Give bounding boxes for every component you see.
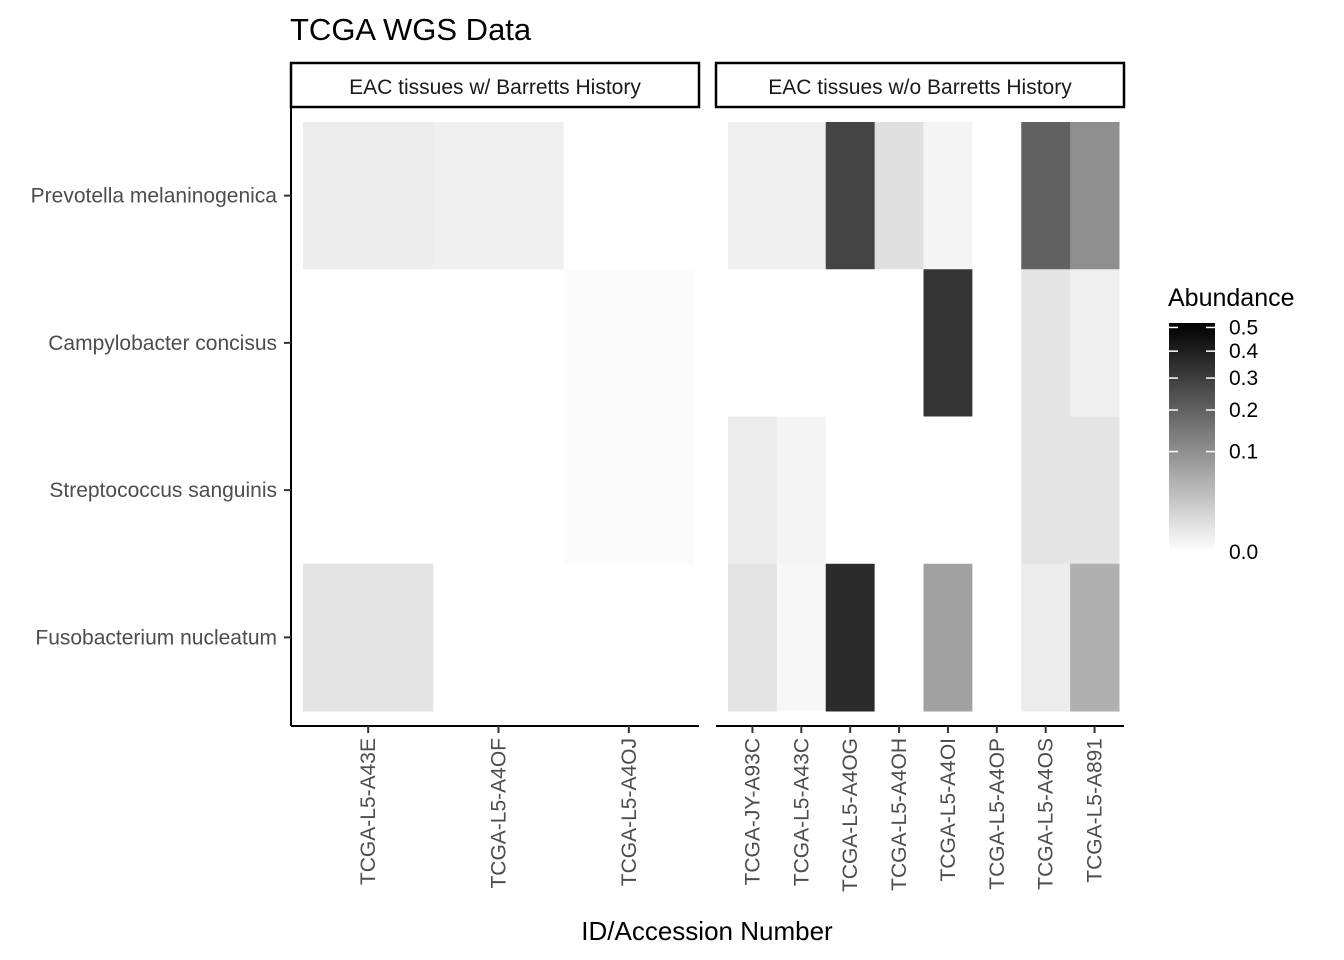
y-tick-label: Campylobacter concisus [48, 332, 277, 355]
x-tick-label: TCGA-L5-A4OH [888, 738, 911, 891]
facet-strip-label: EAC tissues w/ Barretts History [349, 76, 641, 99]
heatmap-cell [563, 269, 695, 417]
heatmap-cell [776, 122, 827, 270]
legend-colorbar [1169, 323, 1215, 552]
legend-tick-label: 0.1 [1229, 441, 1258, 464]
x-tick-label: TCGA-L5-A43E [357, 738, 380, 885]
heatmap-cell [923, 563, 973, 712]
heatmap-cell [433, 563, 565, 712]
x-tick-label: TCGA-L5-A4OJ [618, 738, 641, 886]
heatmap-cell [728, 416, 778, 565]
heatmap-cell [825, 269, 876, 417]
x-tick-label: TCGA-JY-A93C [741, 738, 764, 885]
heatmap-cell [728, 269, 778, 417]
heatmap-cell [972, 122, 1022, 270]
heatmap-cell [972, 269, 1022, 417]
heatmap-cell [972, 563, 1022, 712]
legend-tick-label: 0.2 [1229, 399, 1258, 422]
heatmap-cell [776, 563, 827, 712]
heatmap-cell [825, 416, 876, 565]
heatmap-cell [563, 563, 695, 712]
facet-strip [714, 61, 1126, 109]
legend-tick-label: 0.4 [1229, 340, 1259, 363]
legend-tick-label: 0.3 [1229, 367, 1258, 390]
facet-strip-label: EAC tissues w/o Barretts History [768, 76, 1072, 99]
facet-strip [289, 61, 701, 109]
heatmap-cell [1021, 269, 1071, 417]
x-tick-label: TCGA-L5-A4OP [986, 738, 1009, 890]
heatmap-cell [728, 563, 778, 712]
heatmap-cell [923, 122, 973, 270]
legend-title: Abundance [1168, 284, 1295, 312]
heatmap-cell [923, 416, 973, 565]
heatmap-cell [303, 122, 434, 270]
heatmap-cell [874, 122, 924, 270]
heatmap-cell [303, 563, 434, 712]
y-tick-label: Streptococcus sanguinis [49, 479, 277, 502]
heatmap-cell [563, 416, 695, 565]
heatmap-cell [1021, 416, 1071, 565]
heatmap-cell [874, 563, 924, 712]
x-tick-label: TCGA-L5-A4OS [1035, 738, 1058, 890]
legend-tick-label: 0.0 [1229, 541, 1258, 564]
heatmap-cell [1021, 122, 1071, 270]
heatmap-cell [303, 269, 434, 417]
facet-panel: EAC tissues w/o Barretts History TCGA-JY-… [714, 61, 1126, 892]
heatmap-cell [433, 269, 565, 417]
chart-title: TCGA WGS Data [290, 12, 532, 47]
y-axis: Prevotella melaninogenica Campylobacter c… [31, 185, 291, 649]
heatmap-cell [1021, 563, 1071, 712]
x-axis-title: ID/Accession Number [581, 916, 833, 946]
heatmap-cell [433, 122, 565, 270]
x-tick-label: TCGA-L5-A891 [1084, 738, 1107, 883]
heatmap-cell [563, 122, 695, 270]
heatmap-cell [923, 269, 973, 417]
heatmap-cell [776, 269, 827, 417]
heatmap-cell [433, 416, 565, 565]
x-tick-label: TCGA-L5-A4OI [937, 738, 960, 882]
x-tick-label: TCGA-L5-A4OG [839, 738, 862, 892]
heatmap-cell [874, 269, 924, 417]
legend: Abundance 0.50.4 0.3 0.2 0.1 0.0 [1168, 284, 1295, 564]
facet-panels: EAC tissues w/ Barretts History TCGA-L5-A… [289, 61, 1126, 892]
heatmap-cell [728, 122, 778, 270]
heatmap-cell [825, 122, 876, 270]
y-tick-label: Fusobacterium nucleatum [35, 626, 277, 649]
heatmap-cell [1070, 563, 1120, 712]
heatmap-cell [874, 416, 924, 565]
heatmap-cell [303, 416, 434, 565]
facet-panel: EAC tissues w/ Barretts History TCGA-L5-A… [289, 61, 701, 889]
x-tick-label: TCGA-L5-A4OF [488, 738, 511, 889]
x-tick-label: TCGA-L5-A43C [790, 738, 813, 886]
legend-tick-label: 0.5 [1229, 316, 1258, 339]
heatmap-cell [1070, 269, 1120, 417]
y-tick-label: Prevotella melaninogenica [31, 185, 278, 208]
heatmap-cell [1070, 416, 1120, 565]
heatmap-cell [825, 563, 876, 712]
heatmap-cell [776, 416, 827, 565]
heatmap-cell [1070, 122, 1120, 270]
heatmap-cell [972, 416, 1022, 565]
